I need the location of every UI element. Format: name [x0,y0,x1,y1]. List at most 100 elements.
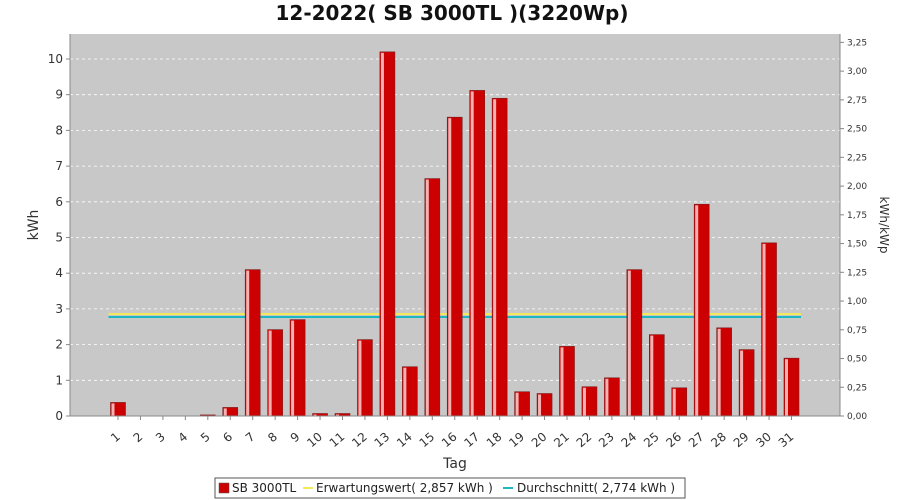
bar-day-6 [222,407,239,417]
bar-highlight [336,414,339,416]
y-tick-label-9: 9 [55,88,63,102]
bar-highlight [762,243,766,416]
bar-day-30 [761,242,777,417]
bar-highlight [627,270,631,416]
x-tick-label-20: 20 [529,430,550,451]
y-tick-label-0: 0 [55,409,63,423]
bar-highlight [785,359,788,416]
bar-highlight [672,388,676,416]
legend-swatch-series [218,482,230,494]
x-tick-label-21: 21 [551,430,572,451]
bar-highlight [605,378,609,416]
bar-day-29 [738,349,755,417]
y-right-tick-label-5: 1,25 [847,268,867,278]
x-tick-label-10: 10 [304,430,325,451]
bar-highlight [425,179,429,416]
y-tick-label-5: 5 [55,230,63,244]
x-tick-label-2: 2 [131,430,146,446]
y-tick-label-6: 6 [55,195,63,209]
bar-day-13 [379,51,396,417]
y-right-tick-label-3: 0,75 [847,326,867,336]
bars [110,51,800,417]
bar-highlight [740,350,744,416]
bar-highlight [538,394,542,416]
y-axis-right-title: kWh/kWp [877,197,891,254]
x-tick-label-25: 25 [641,430,662,451]
y-right-tick-label-8: 2,00 [847,182,867,192]
bar-day-23 [604,377,620,417]
bar-day-9 [289,319,306,417]
y-tick-label-4: 4 [55,266,63,280]
y-tick-label-3: 3 [55,302,63,316]
y-tick-label-1: 1 [55,373,63,387]
bar-highlight [470,91,474,417]
x-tick-label-6: 6 [220,430,235,446]
x-tick-label-9: 9 [288,430,303,446]
x-tick-label-11: 11 [327,430,348,451]
y-right-tick-label-2: 0,50 [847,355,867,365]
x-tick-label-4: 4 [175,430,190,446]
bar-day-25 [648,334,665,417]
x-axis-title: Tag [442,456,467,472]
bar-highlight [111,403,115,416]
bar-highlight [246,270,250,416]
x-tick-label-22: 22 [574,430,595,451]
x-tick-label-28: 28 [708,430,729,451]
chart-title: 12-2022( SB 3000TL )(3220Wp) [276,1,629,25]
y-right-tick-label-6: 1,50 [847,240,867,250]
x-tick-label-13: 13 [372,430,393,451]
bar-highlight [515,392,519,416]
x-tick-label-15: 15 [417,430,438,451]
bar-day-20 [536,393,553,417]
legend-box [214,477,686,499]
bar-day-26 [671,387,688,417]
y-right-tick-label-13: 3,25 [847,38,867,48]
bar-highlight [223,408,227,416]
y-tick-label-10: 10 [48,52,63,66]
bar-day-22 [581,386,598,417]
bar-day-18 [491,97,508,417]
bar-day-19 [514,391,530,417]
bar-highlight [448,118,452,417]
bar-day-16 [446,116,463,417]
legend-label-series: SB 3000TL [232,481,297,495]
legend: SB 3000TL Erwartungswert( 2,857 kWh ) Du… [214,477,686,499]
bar-highlight [358,340,362,416]
bar-day-14 [402,366,418,417]
x-tick-label-27: 27 [686,430,707,451]
x-tick-label-24: 24 [619,430,640,451]
x-tick-label-17: 17 [461,430,482,451]
bar-day-8 [267,329,283,417]
bar-highlight [291,320,295,416]
bar-highlight [493,99,497,416]
y-right-tick-label-1: 0,25 [847,383,867,393]
bar-day-31 [783,357,800,417]
y-tick-label-8: 8 [55,123,63,137]
x-tick-label-5: 5 [198,430,213,446]
x-tick-label-16: 16 [439,430,460,451]
bar-highlight [582,387,586,416]
y-tick-label-7: 7 [55,159,63,173]
y-right-tick-label-7: 1,75 [847,211,867,221]
y-right-tick-label-12: 3,00 [847,67,867,77]
bar-day-15 [424,178,441,417]
x-tick-label-8: 8 [265,430,280,446]
x-axis-ticks: 1 2 3 4 5 6 7 8 9 10 11 12 13 14 15 16 17 18 19 20 21 22 23 24 2… [108,416,796,450]
y-right-tick-label-0: 0,00 [847,412,867,422]
legend-label-expected: Erwartungswert( 2,857 kWh ) [316,481,493,495]
bar-day-7 [244,269,261,417]
y-axis-left-ticks: 0 1 2 3 4 5 6 7 8 9 10 [48,52,70,423]
x-tick-label-12: 12 [349,430,370,451]
bar-highlight [717,328,721,416]
bar-day-28 [716,327,732,417]
bar-highlight [313,414,317,416]
y-axis-title: kWh [26,210,42,241]
y-right-tick-label-9: 2,25 [847,153,867,163]
bar-highlight [403,367,407,416]
bar-highlight [695,205,699,416]
bar-highlight [380,52,384,417]
x-tick-label-29: 29 [731,430,752,451]
y-tick-label-2: 2 [55,338,63,352]
bar-highlight [650,335,654,416]
bar-day-17 [469,90,486,417]
